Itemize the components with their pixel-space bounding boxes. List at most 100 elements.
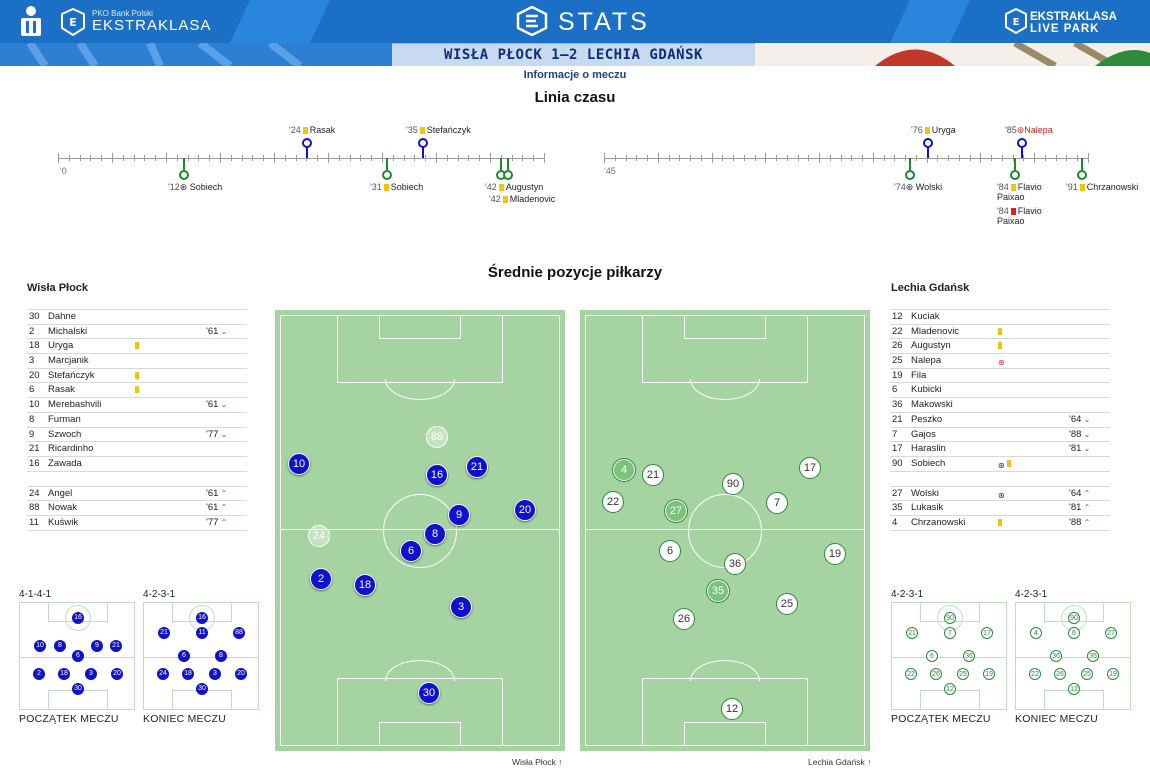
yellow-card-icon [998, 342, 1002, 350]
player-position-marker[interactable]: 6 [659, 540, 681, 562]
mini-player-marker: 2 [33, 668, 45, 680]
timeline-event-label: '91 Chrzanowski [1066, 182, 1139, 192]
player-name: Sobiech [911, 457, 946, 469]
lineup-row[interactable]: 6 Rasak [27, 383, 247, 399]
player-position-marker[interactable]: 20 [514, 499, 536, 521]
player-position-marker[interactable]: 26 [673, 608, 695, 630]
timeline-event-pin[interactable] [923, 138, 933, 148]
match-info-link[interactable]: Informacje o meczu [523, 69, 627, 81]
sub-in-icon: ⌃ [1081, 503, 1091, 513]
lineup-row[interactable]: 22 Mladenovic [890, 325, 1110, 340]
league-logo-text[interactable]: PKO Bank Polski EKSTRAKLASA [92, 10, 211, 34]
timeline-event-pin[interactable] [905, 170, 915, 180]
player-position-marker[interactable]: 19 [824, 543, 846, 565]
yellow-card-icon [135, 342, 139, 350]
lineup-row[interactable]: 10 Merebashvili '61 ⌄ [27, 398, 247, 413]
player-position-marker[interactable]: 21 [466, 456, 488, 478]
player-position-marker[interactable]: 21 [642, 464, 664, 486]
lineup-row[interactable]: 21 Ricardinho [27, 442, 247, 457]
player-position-marker[interactable]: 27 [665, 500, 687, 522]
timeline-event-pin[interactable] [1010, 170, 1020, 180]
timeline-event-pin[interactable] [1077, 170, 1087, 180]
sub-out-icon: ⌄ [1081, 414, 1091, 424]
timeline-event-pin[interactable] [503, 170, 513, 180]
lineup-row[interactable]: 18 Uryga [27, 339, 247, 355]
ekstraklasa-logo-icon[interactable]: E [60, 7, 86, 37]
lineup-row[interactable]: 12 Kuciak [890, 310, 1110, 325]
timeline-event-pin[interactable] [179, 170, 189, 180]
player-position-marker[interactable]: 2 [310, 568, 332, 590]
lineup-row[interactable]: 19 Fila [890, 369, 1110, 384]
player-position-marker[interactable]: 90 [722, 473, 744, 495]
lineup-row[interactable]: 7 Gajos '88 ⌄ [890, 428, 1110, 443]
lineup-row[interactable]: 27 Wolski ⊛ '64 ⌃ [890, 487, 1110, 502]
home-pitch-label: Wisła Płock ↑ [512, 757, 563, 767]
lineup-row[interactable]: 3 Marcjanik [27, 354, 247, 369]
timeline-axis-first-half [58, 158, 544, 159]
timeline-event-pin[interactable] [418, 138, 428, 148]
lineup-row[interactable]: 26 Augustyn [890, 339, 1110, 355]
player-position-marker[interactable]: 4 [613, 459, 635, 481]
goal-icon: ⊛ [998, 490, 1005, 500]
live-park-logo[interactable]: E EKSTRAKLASA LIVE PARK [1005, 8, 1125, 38]
timeline-tick [209, 155, 211, 161]
player-position-marker[interactable]: 3 [450, 596, 472, 618]
timeline-tick [1088, 153, 1089, 163]
lineup-row[interactable]: 17 Haraslin '81 ⌄ [890, 442, 1110, 457]
lineup-row[interactable]: 30 Dahne [27, 310, 247, 325]
player-position-marker[interactable]: 30 [418, 682, 440, 704]
player-position-marker[interactable]: 9 [448, 504, 470, 526]
timeline-event-pin[interactable] [382, 170, 392, 180]
player-position-marker[interactable]: 36 [724, 553, 746, 575]
lineup-row[interactable]: 16 Zawada [27, 457, 247, 472]
player-name: Makowski [911, 399, 953, 411]
lineup-row[interactable]: 24 Angel '61 ⌃ [27, 487, 247, 502]
lineup-row[interactable]: 11 Kuświk '77 ⌃ [27, 516, 247, 531]
pko-logo[interactable] [18, 5, 44, 37]
lineup-row[interactable]: 25 Nalepa ⊛ [890, 354, 1110, 369]
mini-player-marker: 22 [1029, 668, 1041, 680]
stats-logo-icon[interactable] [516, 5, 548, 41]
lineup-row[interactable]: 4 Chrzanowski '88 ⌃ [890, 516, 1110, 531]
player-position-marker[interactable]: 35 [707, 580, 729, 602]
mini-player-marker: 16 [72, 612, 84, 624]
lineup-row[interactable]: 21 Peszko '64 ⌄ [890, 413, 1110, 428]
lineup-row[interactable]: 6 Kubicki [890, 383, 1110, 399]
player-number: 17 [892, 443, 903, 455]
player-position-marker[interactable]: 24 [308, 525, 330, 547]
lineup-row[interactable]: 20 Stefańczyk [27, 369, 247, 384]
timeline-tick [252, 155, 254, 161]
player-position-marker[interactable]: 88 [426, 426, 448, 448]
player-position-marker[interactable]: 16 [426, 464, 448, 486]
player-position-marker[interactable]: 6 [400, 540, 422, 562]
lineup-row[interactable]: 2 Michalski '61 ⌄ [27, 325, 247, 340]
lineup-row[interactable]: 35 Lukasik '81 ⌃ [890, 501, 1110, 516]
home-lineup: 30 Dahne 2 Michalski '61 ⌄ 18 Uryga 3 Marcjanik 2… [27, 309, 247, 531]
lineup-row[interactable]: 9 Szwoch '77 ⌄ [27, 428, 247, 443]
mini-player-marker: 20 [235, 668, 247, 680]
player-name: Kuciak [911, 311, 940, 322]
player-position-marker[interactable]: 12 [721, 698, 743, 720]
lineup-row[interactable]: 8 Furman [27, 413, 247, 428]
player-number: 20 [29, 369, 40, 381]
player-position-marker[interactable]: 17 [799, 457, 821, 479]
timeline-tick [894, 155, 896, 161]
timeline-title: Linia czasu [534, 89, 616, 106]
stats-title[interactable]: STATS [558, 8, 650, 36]
timeline-event-pin[interactable] [302, 138, 312, 148]
player-position-marker[interactable]: 25 [776, 593, 798, 615]
yellow-card-icon [135, 386, 139, 394]
lineup-row[interactable]: 36 Makowski [890, 398, 1110, 413]
mini-player-marker: 12 [944, 683, 956, 695]
player-position-marker[interactable]: 7 [766, 492, 788, 514]
timeline-tick [743, 155, 745, 161]
lineup-row[interactable]: 88 Nowak '61 ⌃ [27, 501, 247, 516]
yellow-card-icon [135, 371, 139, 379]
player-position-marker[interactable]: 18 [354, 574, 376, 596]
player-number: 36 [892, 399, 903, 411]
player-position-marker[interactable]: 22 [602, 491, 624, 513]
timeline-event-pin[interactable] [1017, 138, 1027, 148]
lineup-row[interactable]: 90 Sobiech ⊛ [890, 457, 1110, 472]
player-position-marker[interactable]: 10 [288, 453, 310, 475]
player-position-marker[interactable]: 8 [424, 523, 446, 545]
